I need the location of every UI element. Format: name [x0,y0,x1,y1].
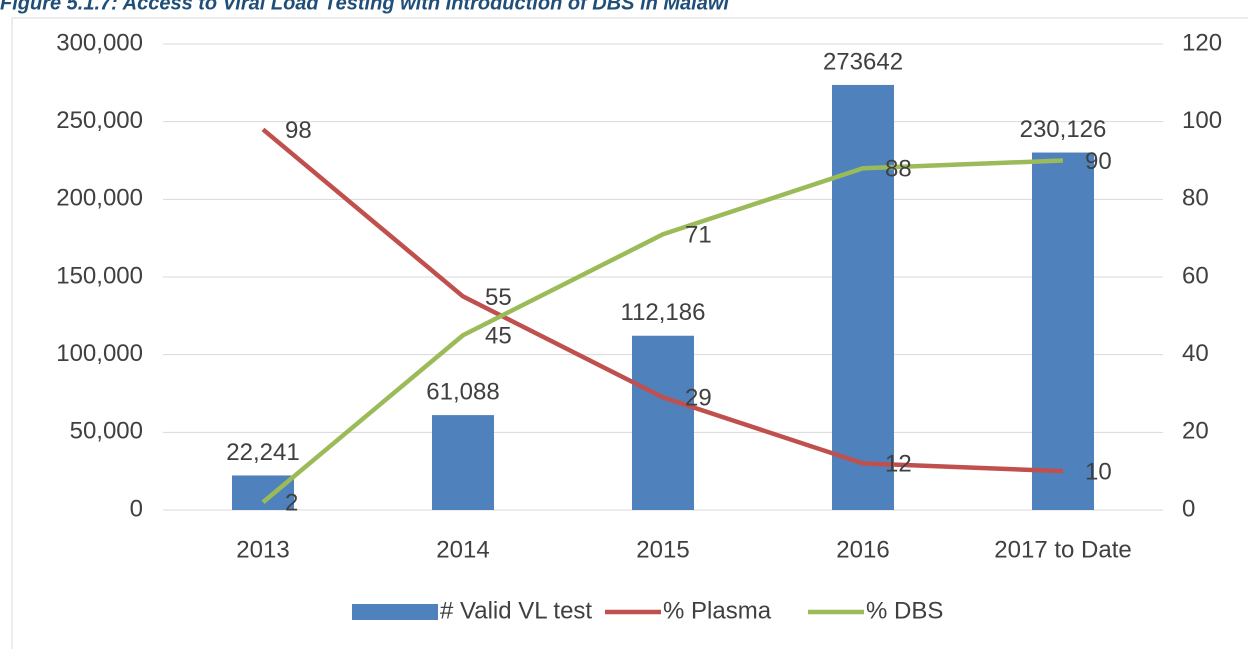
x-tick-label: 2015 [636,536,689,563]
bar [1032,152,1094,511]
y2-tick-label: 60 [1182,262,1209,289]
x-tick-label: 2013 [236,536,289,563]
y-tick-label: 100,000 [56,340,143,367]
y2-tick-label: 20 [1182,418,1209,445]
y-tick-label: 250,000 [56,107,143,134]
data-label: 29 [685,385,712,412]
data-label: 22,241 [226,439,299,466]
line [261,158,1064,504]
data-label: 71 [685,222,712,249]
y-tick-label: 150,000 [56,262,143,289]
data-label: 88 [885,156,912,183]
x-tick-label: 2014 [436,536,489,563]
y2-tick-label: 80 [1182,185,1209,212]
data-label: 2 [285,490,298,517]
y-tick-label: 0 [130,495,143,522]
data-label: 98 [285,117,312,144]
y2-tick-label: 40 [1182,340,1209,367]
data-label: 10 [1085,459,1112,486]
bar [232,475,294,510]
legend-label: % DBS [866,597,943,624]
x-tick-label: 2017 to Date [994,536,1131,563]
legend-swatch [352,604,438,620]
data-label: 112,186 [621,299,706,326]
y-tick-label: 50,000 [70,418,143,445]
data-label: 61,088 [426,378,499,405]
chart-frame [11,17,1248,649]
data-label: 230,126 [1020,116,1107,143]
y2-tick-label: 0 [1182,495,1195,522]
y-tick-label: 300,000 [56,29,143,56]
data-label: 12 [885,451,912,478]
legend-label: # Valid VL test [440,597,592,624]
data-label: 45 [485,323,512,350]
data-label: 55 [485,284,512,311]
y2-tick-label: 100 [1182,107,1222,134]
chart-title: Figure 5.1.7: Access to Viral Load Testi… [0,0,729,14]
legend-label: % Plasma [663,597,772,624]
y-tick-label: 200,000 [56,185,143,212]
data-label: 90 [1085,148,1112,175]
line [261,127,1064,474]
data-label: 273642 [823,48,903,75]
bar [832,84,894,511]
x-tick-label: 2016 [836,536,889,563]
y2-tick-label: 120 [1182,29,1222,56]
bar [632,335,694,510]
bar [432,415,494,510]
